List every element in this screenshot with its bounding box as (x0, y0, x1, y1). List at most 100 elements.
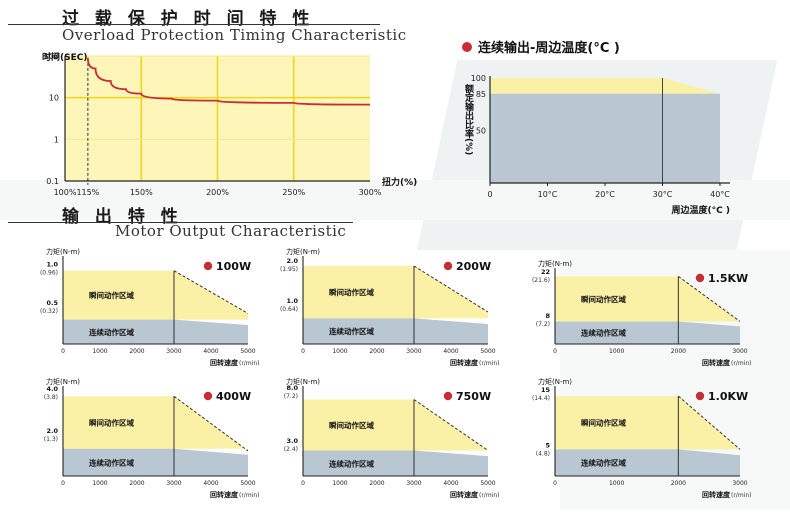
x-tick-label: 100% (54, 188, 77, 197)
y-tick-label: 2.0 (46, 427, 58, 435)
y-tick-sublabel: (1.3) (44, 436, 58, 443)
x-tick-label: 1000 (92, 348, 107, 355)
x-tick-label: 20°C (595, 190, 615, 199)
y-axis-title: 力矩(N-m) (538, 377, 572, 386)
motor-title-en: Motor Output Characteristic (115, 222, 347, 240)
x-tick-label: 4000 (443, 348, 458, 355)
y-tick-label: 100 (44, 52, 59, 61)
intermittent-region (63, 396, 248, 451)
y-tick-label: 15 (541, 386, 551, 394)
continuous-region-label: 连续动作区域 (329, 326, 374, 336)
legend-label: 1.5KW (708, 272, 748, 285)
area-continuous (490, 93, 720, 183)
y-tick-sublabel: (0.32) (40, 308, 58, 315)
y-tick-label: 100 (471, 74, 486, 83)
y-tick-label: 1.0 (46, 261, 58, 269)
y-tick-label: 0.1 (46, 177, 59, 186)
peak-dashed-line (173, 270, 249, 314)
x-tick-label: 5000 (480, 348, 495, 355)
y-tick-label: 2.0 (286, 257, 298, 265)
x-tick-label: 3000 (732, 348, 747, 355)
intermittent-region-label: 瞬间动作区域 (89, 418, 134, 428)
y-tick-label: 5 (545, 441, 550, 449)
y-tick-sublabel: (21.6) (532, 277, 550, 284)
x-tick-label: 5000 (480, 480, 495, 487)
x-tick-label: 2000 (129, 348, 144, 355)
x-axis-unit: (r/min) (731, 492, 751, 499)
y-tick-sublabel: (3.8) (44, 394, 58, 401)
x-tick-label: 0 (61, 348, 65, 355)
x-tick-label: 250% (282, 188, 305, 197)
continuous-region (303, 318, 488, 344)
legend-label: 100W (216, 260, 251, 273)
x-tick-label: 2000 (671, 480, 686, 487)
y-tick-label: 3.0 (286, 437, 298, 445)
legend-label: 1.0KW (708, 390, 748, 403)
intermittent-region-label: 瞬间动作区域 (89, 290, 134, 300)
x-tick-label: 3000 (406, 480, 421, 487)
y-tick-label: 0.5 (46, 299, 58, 307)
y-axis-title: 力矩(N-m) (538, 259, 572, 268)
x-tick-label: 5000 (240, 348, 255, 355)
y-tick-sublabel: (14.4) (532, 395, 550, 402)
intermittent-region (303, 266, 488, 319)
x-axis-title: 回转速度 (450, 490, 479, 499)
motor-chart-1000w: 15(14.4) 5(4.8) 0 1000 2000 3000 力矩(N-m) 回转速度 (r… (532, 377, 752, 499)
y-axis-title: 力矩(N-m) (286, 377, 320, 386)
y-axis-title: 力矩(N-m) (46, 377, 80, 386)
peak-dashed-line (678, 275, 741, 322)
legend-dot-icon (203, 391, 213, 401)
continuous-region (303, 450, 488, 476)
peak-dashed-line (173, 395, 249, 452)
continuous-region (555, 321, 740, 344)
x-tick-label: 4000 (203, 480, 218, 487)
x-tick-label: 0 (553, 348, 557, 355)
y-tick-label: 1 (54, 135, 59, 144)
x-tick-label: 3000 (732, 480, 747, 487)
legend-dot-icon (203, 261, 213, 271)
intermittent-region (303, 399, 488, 451)
area-above-85 (490, 78, 720, 94)
intermittent-region (63, 270, 248, 320)
x-tick-label: 40°C (710, 190, 730, 199)
y-tick-label: 8 (545, 312, 550, 320)
x-tick-label: 30°C (653, 190, 673, 199)
legend-label: 400W (216, 390, 251, 403)
x-axis-unit: (r/min) (239, 492, 259, 499)
x-tick-label: 2000 (129, 480, 144, 487)
legend-dot-icon (443, 261, 453, 271)
x-axis-unit: (r/min) (239, 360, 259, 367)
x-axis-unit: (r/min) (479, 360, 499, 367)
x-axis-title: 扭力(%) (382, 176, 417, 188)
y-tick-sublabel: (7.2) (536, 321, 550, 328)
y-tick-label: 8.0 (286, 384, 298, 392)
intermittent-region-label: 瞬间动作区域 (581, 294, 626, 304)
intermittent-region-label: 瞬间动作区域 (329, 420, 374, 430)
x-tick-label: 4000 (443, 480, 458, 487)
continuous-region (63, 448, 248, 476)
y-axis-title: 额定输出比率(%) (463, 83, 475, 155)
x-tick-label: 3000 (166, 348, 181, 355)
continuous-region-label: 连续动作区域 (581, 458, 626, 468)
y-axis-title: 力矩(N-m) (46, 247, 80, 256)
continuous-region-label: 连续动作区域 (89, 457, 134, 467)
x-tick-label: 3000 (166, 480, 181, 487)
y-tick-sublabel: (7.2) (284, 393, 298, 400)
motor-chart-100w: 1.0(0.96) 0.5(0.32) 0 1000 2000 3000 4000 5000 力… (40, 247, 260, 367)
intermittent-region-label: 瞬间动作区域 (581, 418, 626, 428)
y-axis-title: 力矩(N-m) (286, 247, 320, 256)
x-tick-label: 1000 (609, 480, 624, 487)
continuous-region-label: 连续动作区域 (329, 458, 374, 468)
x-tick-label: 2000 (369, 348, 384, 355)
x-tick-label: 115% (76, 188, 99, 197)
x-axis-title: 回转速度 (702, 490, 731, 499)
y-tick-sublabel: (2.4) (284, 446, 298, 453)
x-axis-title: 回转速度 (210, 490, 239, 499)
legend-dot-icon (462, 41, 472, 52)
x-tick-label: 2000 (369, 480, 384, 487)
x-tick-label: 150% (130, 188, 153, 197)
peak-dashed-line (678, 395, 741, 450)
x-tick-label: 1000 (609, 348, 624, 355)
y-tick-label: 4.0 (46, 385, 58, 393)
continuous-region-label: 连续动作区域 (581, 328, 626, 338)
